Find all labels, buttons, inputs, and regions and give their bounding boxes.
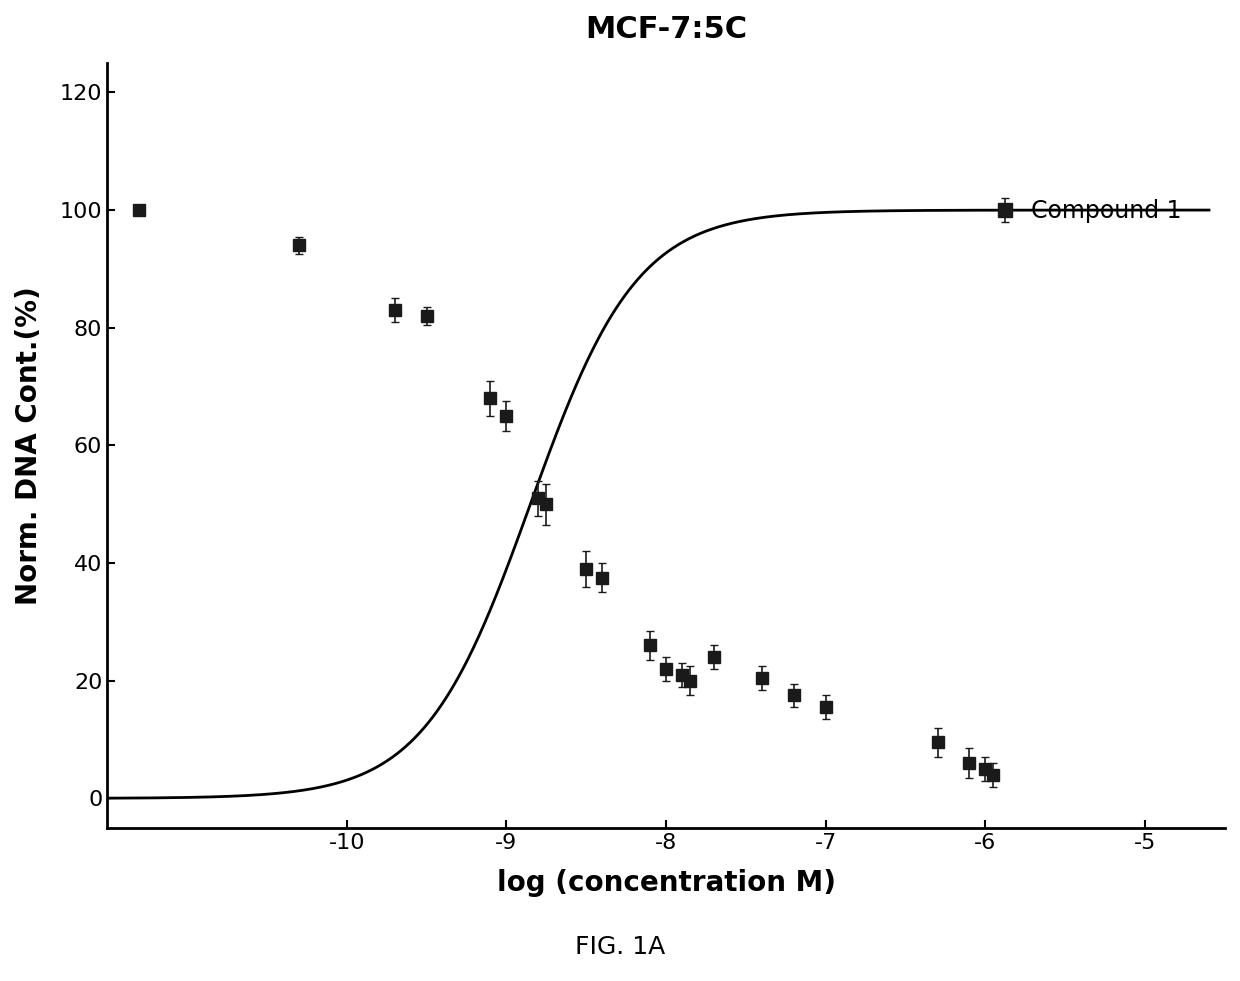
Y-axis label: Norm. DNA Cont.(%): Norm. DNA Cont.(%) bbox=[15, 286, 43, 604]
Legend: Compound 1: Compound 1 bbox=[983, 189, 1190, 232]
Text: FIG. 1A: FIG. 1A bbox=[575, 935, 665, 958]
Title: MCF-7:5C: MCF-7:5C bbox=[585, 15, 748, 44]
X-axis label: log (concentration M): log (concentration M) bbox=[496, 869, 836, 898]
